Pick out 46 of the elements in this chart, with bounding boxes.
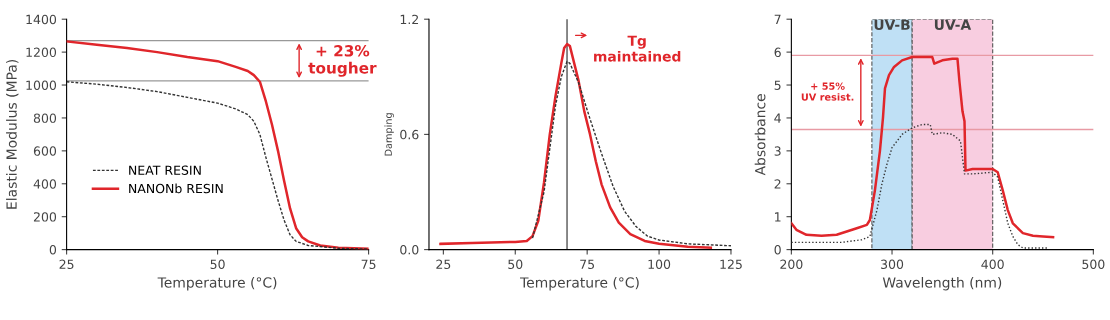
y-tick-label: 1400 <box>26 14 57 25</box>
y-axis-title: Absorbance <box>754 94 766 176</box>
y-tick-label: 6 <box>774 47 781 58</box>
annotation: + 55% UV resist. <box>801 82 854 101</box>
x-tick-label: 400 <box>981 259 1004 269</box>
legend-label: NEAT RESIN <box>129 165 201 175</box>
y-tick-label: 200 <box>33 212 57 222</box>
line-series <box>791 123 1049 249</box>
x-tick-label: 125 <box>720 259 742 269</box>
x-tick-label: 500 <box>1082 259 1105 269</box>
y-tick-label: 1 <box>775 212 781 222</box>
y-tick-label: 1.2 <box>400 14 419 24</box>
y-tick-label: 7 <box>774 14 781 24</box>
y-tick-label: 3 <box>774 146 781 156</box>
annotation: + 23% tougher <box>308 45 377 77</box>
band-label: UV-B <box>874 19 910 30</box>
y-tick-label: 600 <box>33 146 57 156</box>
y-tick-label: 2 <box>774 179 781 189</box>
x-axis-title: Temperature (°C) <box>520 276 639 291</box>
y-tick-label: 0 <box>49 245 57 255</box>
y-tick-label: 400 <box>33 179 57 189</box>
x-axis-title: Wavelength (nm) <box>882 276 1002 291</box>
annotation: Tg maintained <box>594 35 681 62</box>
line-series <box>531 60 731 247</box>
x-tick-label: 75 <box>580 259 595 269</box>
y-axis-title: Damping <box>384 113 394 156</box>
line-series <box>791 55 1055 239</box>
band-label: UV-A <box>934 19 972 30</box>
x-axis-title: Temperature (°C) <box>157 276 277 291</box>
x-tick-label: 50 <box>210 259 225 269</box>
y-tick-label: 800 <box>33 113 57 123</box>
y-axis-title: Elastic Modulus (MPa) <box>6 59 19 209</box>
x-tick-label: 75 <box>361 259 376 269</box>
x-tick-label: 25 <box>59 259 74 269</box>
x-tick-label: 100 <box>648 259 671 269</box>
x-tick-label: 25 <box>436 259 451 269</box>
y-tick-label: 5 <box>774 80 781 90</box>
legend-label: NANONb RESIN <box>129 183 223 194</box>
x-tick-label: 50 <box>508 259 523 269</box>
y-tick-label: 1000 <box>26 80 57 90</box>
x-tick-label: 300 <box>881 259 904 269</box>
y-tick-label: 1200 <box>26 47 57 58</box>
y-tick-label: 0 <box>774 245 781 255</box>
y-tick-label: 0.6 <box>400 129 419 140</box>
y-tick-label: 0.0 <box>400 245 419 255</box>
y-tick-label: 4 <box>774 113 781 123</box>
